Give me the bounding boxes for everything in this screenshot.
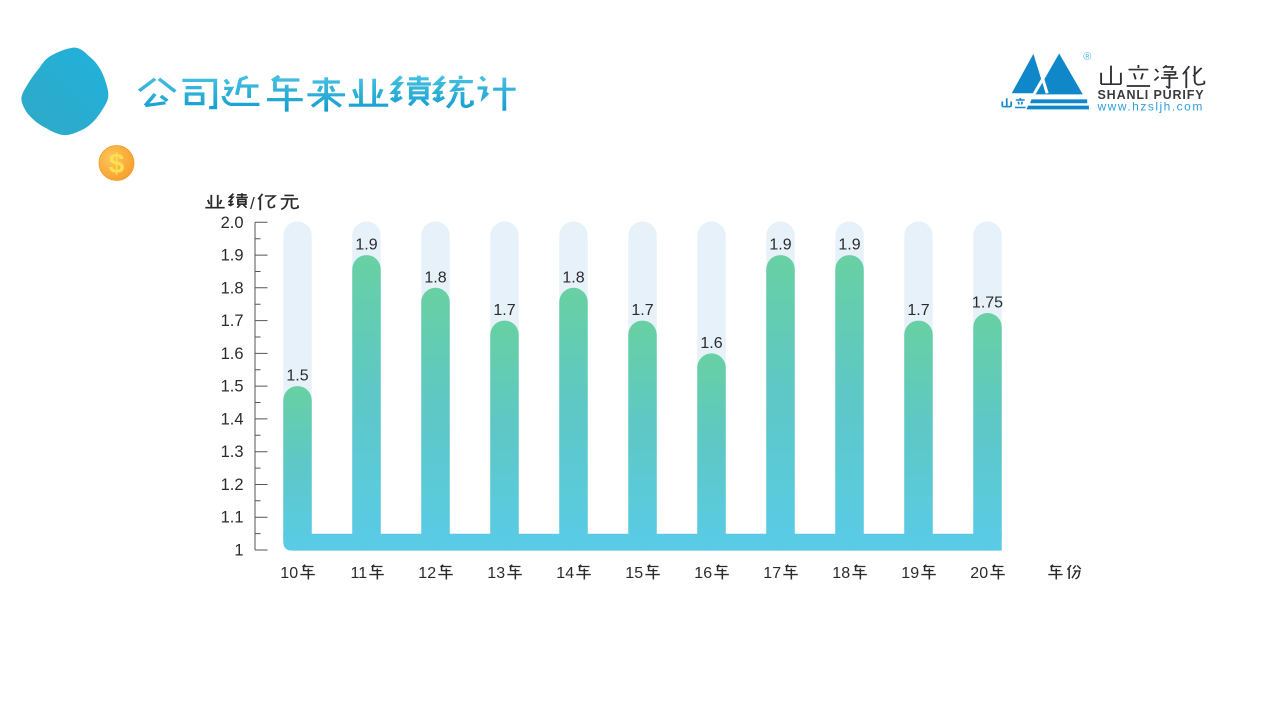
svg-text:1.5: 1.5 — [286, 368, 308, 385]
svg-text:$: $ — [109, 148, 125, 179]
svg-text:1.7: 1.7 — [493, 302, 515, 319]
svg-text:1.8: 1.8 — [221, 279, 244, 297]
svg-text:1.2: 1.2 — [221, 476, 244, 494]
svg-text:17: 17 — [763, 565, 781, 582]
svg-text:1.9: 1.9 — [838, 237, 860, 254]
svg-text:1.7: 1.7 — [631, 302, 653, 319]
svg-text:20: 20 — [970, 565, 988, 582]
svg-text:11: 11 — [350, 565, 367, 582]
svg-text:1.7: 1.7 — [221, 312, 244, 330]
svg-text:1.75: 1.75 — [972, 295, 1003, 312]
svg-text:12: 12 — [418, 565, 436, 582]
svg-text:1.1: 1.1 — [221, 509, 244, 527]
svg-text:1.8: 1.8 — [424, 269, 446, 286]
svg-text:1.5: 1.5 — [221, 378, 244, 396]
svg-text:1.6: 1.6 — [700, 335, 722, 352]
svg-text:®: ® — [1083, 51, 1091, 63]
svg-text:1.4: 1.4 — [221, 410, 244, 428]
svg-text:1.9: 1.9 — [769, 237, 791, 254]
svg-text:1.7: 1.7 — [907, 302, 929, 319]
svg-text:10: 10 — [280, 565, 298, 582]
svg-text:2.0: 2.0 — [221, 214, 244, 232]
svg-text:1: 1 — [234, 542, 243, 560]
svg-text:1.3: 1.3 — [221, 443, 244, 461]
svg-text:1.9: 1.9 — [355, 237, 377, 254]
svg-text:19: 19 — [901, 565, 919, 582]
svg-text:SHANLI PURIFY: SHANLI PURIFY — [1098, 88, 1205, 102]
svg-text:15: 15 — [625, 565, 643, 582]
svg-text:13: 13 — [487, 565, 505, 582]
svg-text:16: 16 — [694, 565, 712, 582]
svg-text:18: 18 — [832, 565, 850, 582]
svg-text:1.6: 1.6 — [221, 345, 244, 363]
svg-text:1.8: 1.8 — [562, 269, 584, 286]
svg-text:/: / — [250, 194, 255, 213]
svg-text:www.hzsljh.com: www.hzsljh.com — [1097, 100, 1204, 114]
svg-text:14: 14 — [556, 565, 574, 582]
svg-text:1.9: 1.9 — [221, 247, 244, 265]
